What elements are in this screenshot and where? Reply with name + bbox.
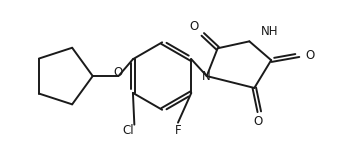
Text: NH: NH bbox=[261, 25, 279, 38]
Text: O: O bbox=[189, 20, 199, 33]
Text: N: N bbox=[202, 70, 211, 82]
Text: O: O bbox=[114, 66, 123, 79]
Text: O: O bbox=[305, 49, 314, 62]
Text: F: F bbox=[175, 124, 181, 137]
Text: Cl: Cl bbox=[122, 124, 134, 137]
Text: O: O bbox=[254, 115, 263, 128]
